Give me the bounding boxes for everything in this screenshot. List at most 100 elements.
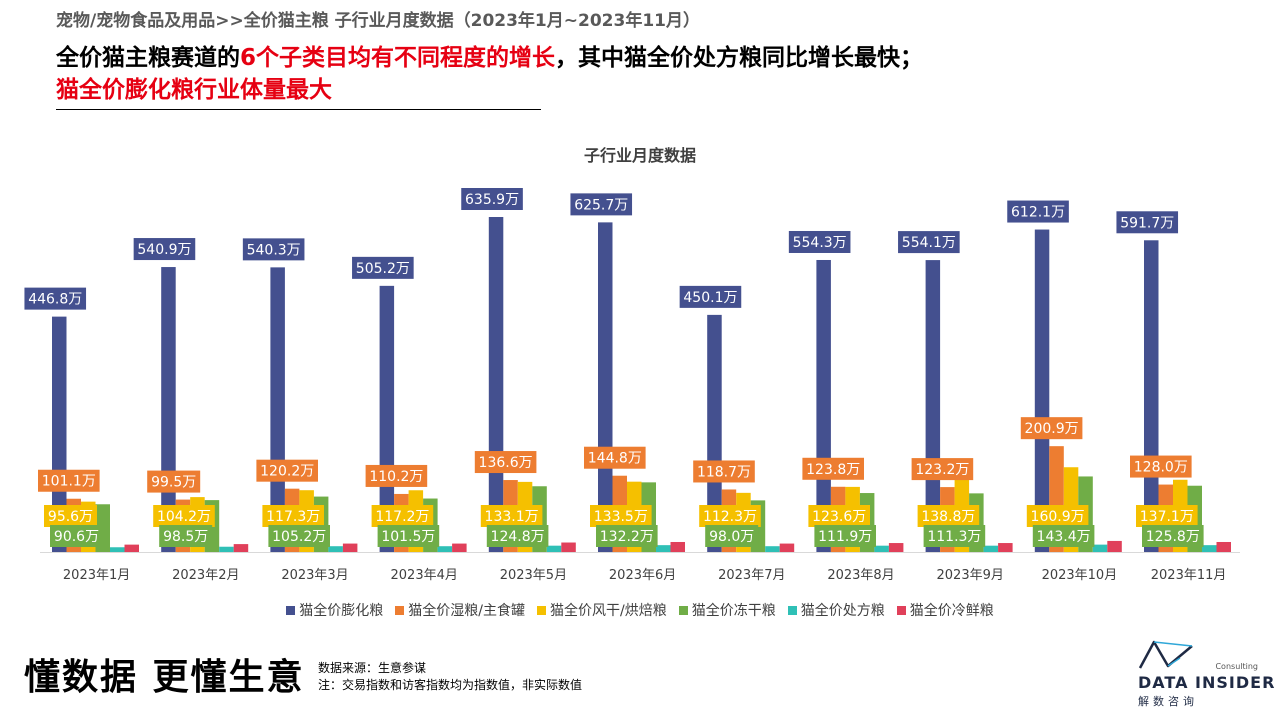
data-label: 160.9万: [1031, 509, 1085, 525]
chart-legend: 猫全价膨化粮 猫全价湿粮/主食罐 猫全价风干/烘焙粮 猫全价冻干粮 猫全价处方粮 猫全价冷…: [0, 600, 1280, 620]
bar: [546, 545, 562, 552]
legend-item: 猫全价湿粮/主食罐: [395, 600, 525, 620]
legend-item: 猫全价冷鲜粮: [896, 600, 994, 620]
legend-swatch: [678, 605, 688, 615]
data-label-box: [24, 287, 87, 310]
data-label: 105.2万: [272, 529, 326, 545]
bar: [1107, 540, 1122, 552]
data-label-box: [371, 505, 434, 527]
data-label-box: [693, 460, 755, 483]
data-label: 125.8万: [1146, 529, 1200, 545]
bar: [779, 543, 795, 552]
data-label: 118.7万: [697, 464, 751, 480]
headline-part2-red: 6个子类目均有不同程度的增长: [240, 45, 556, 71]
data-label: 540.3万: [247, 242, 301, 258]
data-label-box: [1032, 525, 1095, 547]
data-label-box: [699, 505, 761, 527]
data-label-box: [50, 525, 103, 547]
data-label: 95.6万: [48, 509, 93, 525]
data-label: 144.8万: [588, 451, 642, 467]
bar-chart: 2023年1月 2023年2月 2023年3月 2023年4月 2023年5月 2023年…: [24, 188, 1240, 583]
data-label: 133.5万: [594, 509, 648, 525]
legend-label: 猫全价冻干粮: [691, 603, 776, 619]
data-label-box: [38, 469, 100, 492]
data-label-box: [377, 525, 440, 547]
data-label: 446.8万: [28, 292, 82, 308]
legend-label: 猫全价风干/烘焙粮: [550, 603, 667, 619]
data-label: 200.9万: [1025, 421, 1079, 437]
data-label-box: [262, 505, 324, 527]
bar: [124, 544, 139, 552]
x-tick-label: 2023年7月: [718, 568, 785, 583]
slogan: 懂数据 更懂生意: [24, 657, 305, 698]
data-label-box: [923, 525, 986, 547]
data-note: 注：交易指数和访客指数均为指数值，非实际数值: [318, 678, 583, 692]
legend-swatch: [395, 605, 405, 615]
data-label: 90.6万: [54, 529, 99, 545]
data-label-box: [679, 285, 742, 308]
data-label-box: [1020, 417, 1083, 440]
data-label: 117.2万: [375, 509, 429, 525]
data-label-box: [486, 525, 549, 547]
data-label: 128.0万: [1134, 460, 1188, 476]
x-tick-label: 2023年5月: [500, 568, 567, 583]
headline-part1: 全价猫主粮赛道的: [56, 45, 240, 71]
data-label-box: [596, 525, 658, 547]
data-label-box: [808, 505, 870, 527]
bar: [437, 546, 453, 552]
footnote: 数据来源：生意参谋 注：交易指数和访客指数均为指数值，非实际数值: [318, 660, 582, 694]
data-label-box: [242, 238, 305, 261]
data-label-box: [352, 256, 414, 279]
logo-sub: 解数咨询: [1138, 695, 1198, 708]
data-label-box: [365, 464, 428, 487]
data-label-box: [802, 457, 864, 480]
legend-item: 猫全价风干/烘焙粮: [537, 600, 667, 620]
bar: [342, 543, 358, 552]
data-label: 505.2万: [356, 261, 410, 277]
x-tick-label: 2023年9月: [937, 568, 1004, 583]
data-label: 111.3万: [927, 529, 981, 545]
legend-swatch: [286, 605, 296, 615]
data-label: 554.1万: [902, 235, 956, 251]
data-label: 111.9万: [818, 529, 872, 545]
legend-item: 猫全价冻干粮: [678, 600, 776, 620]
data-label: 110.2万: [369, 469, 423, 485]
data-label-box: [461, 188, 523, 210]
legend-label: 猫全价膨化粮: [299, 603, 384, 619]
bar: [998, 543, 1013, 552]
x-tick-label: 2023年2月: [172, 568, 239, 583]
data-label: 117.3万: [266, 509, 320, 525]
data-label: 137.1万: [1140, 509, 1194, 525]
x-tick-label: 2023年4月: [391, 568, 458, 583]
data-label-box: [705, 525, 759, 547]
headline-line2: 猫全价膨化粮行业体量最大: [56, 77, 332, 103]
data-label-box: [268, 525, 330, 547]
data-label: 625.7万: [574, 197, 628, 213]
data-label: 98.5万: [163, 529, 208, 545]
logo-mark-icon: [1138, 640, 1193, 669]
x-tick-label: 2023年10月: [1042, 568, 1118, 583]
data-label-box: [1116, 211, 1179, 234]
data-label: 99.5万: [151, 475, 196, 491]
data-label-box: [1007, 200, 1069, 223]
bar: [1202, 545, 1217, 552]
data-label: 132.2万: [600, 529, 654, 545]
data-label: 123.6万: [812, 509, 866, 525]
data-label: 124.8万: [491, 529, 545, 545]
data-label-box: [917, 505, 980, 527]
data-label-box: [256, 459, 318, 482]
data-label: 143.4万: [1037, 529, 1091, 545]
data-label: 120.2万: [260, 464, 314, 480]
legend-swatch: [787, 605, 797, 615]
data-label: 450.1万: [683, 290, 737, 306]
chart-title: 子行业月度数据: [583, 146, 696, 165]
data-label-box: [814, 525, 876, 547]
legend-item: 猫全价膨化粮: [286, 600, 383, 620]
bar: [765, 546, 780, 552]
x-tick-label: 2023年1月: [63, 568, 130, 583]
data-label-box: [1136, 505, 1198, 527]
data-label-box: [898, 231, 960, 254]
bar: [233, 544, 249, 552]
bar: [598, 222, 613, 553]
data-label-box: [44, 505, 97, 527]
